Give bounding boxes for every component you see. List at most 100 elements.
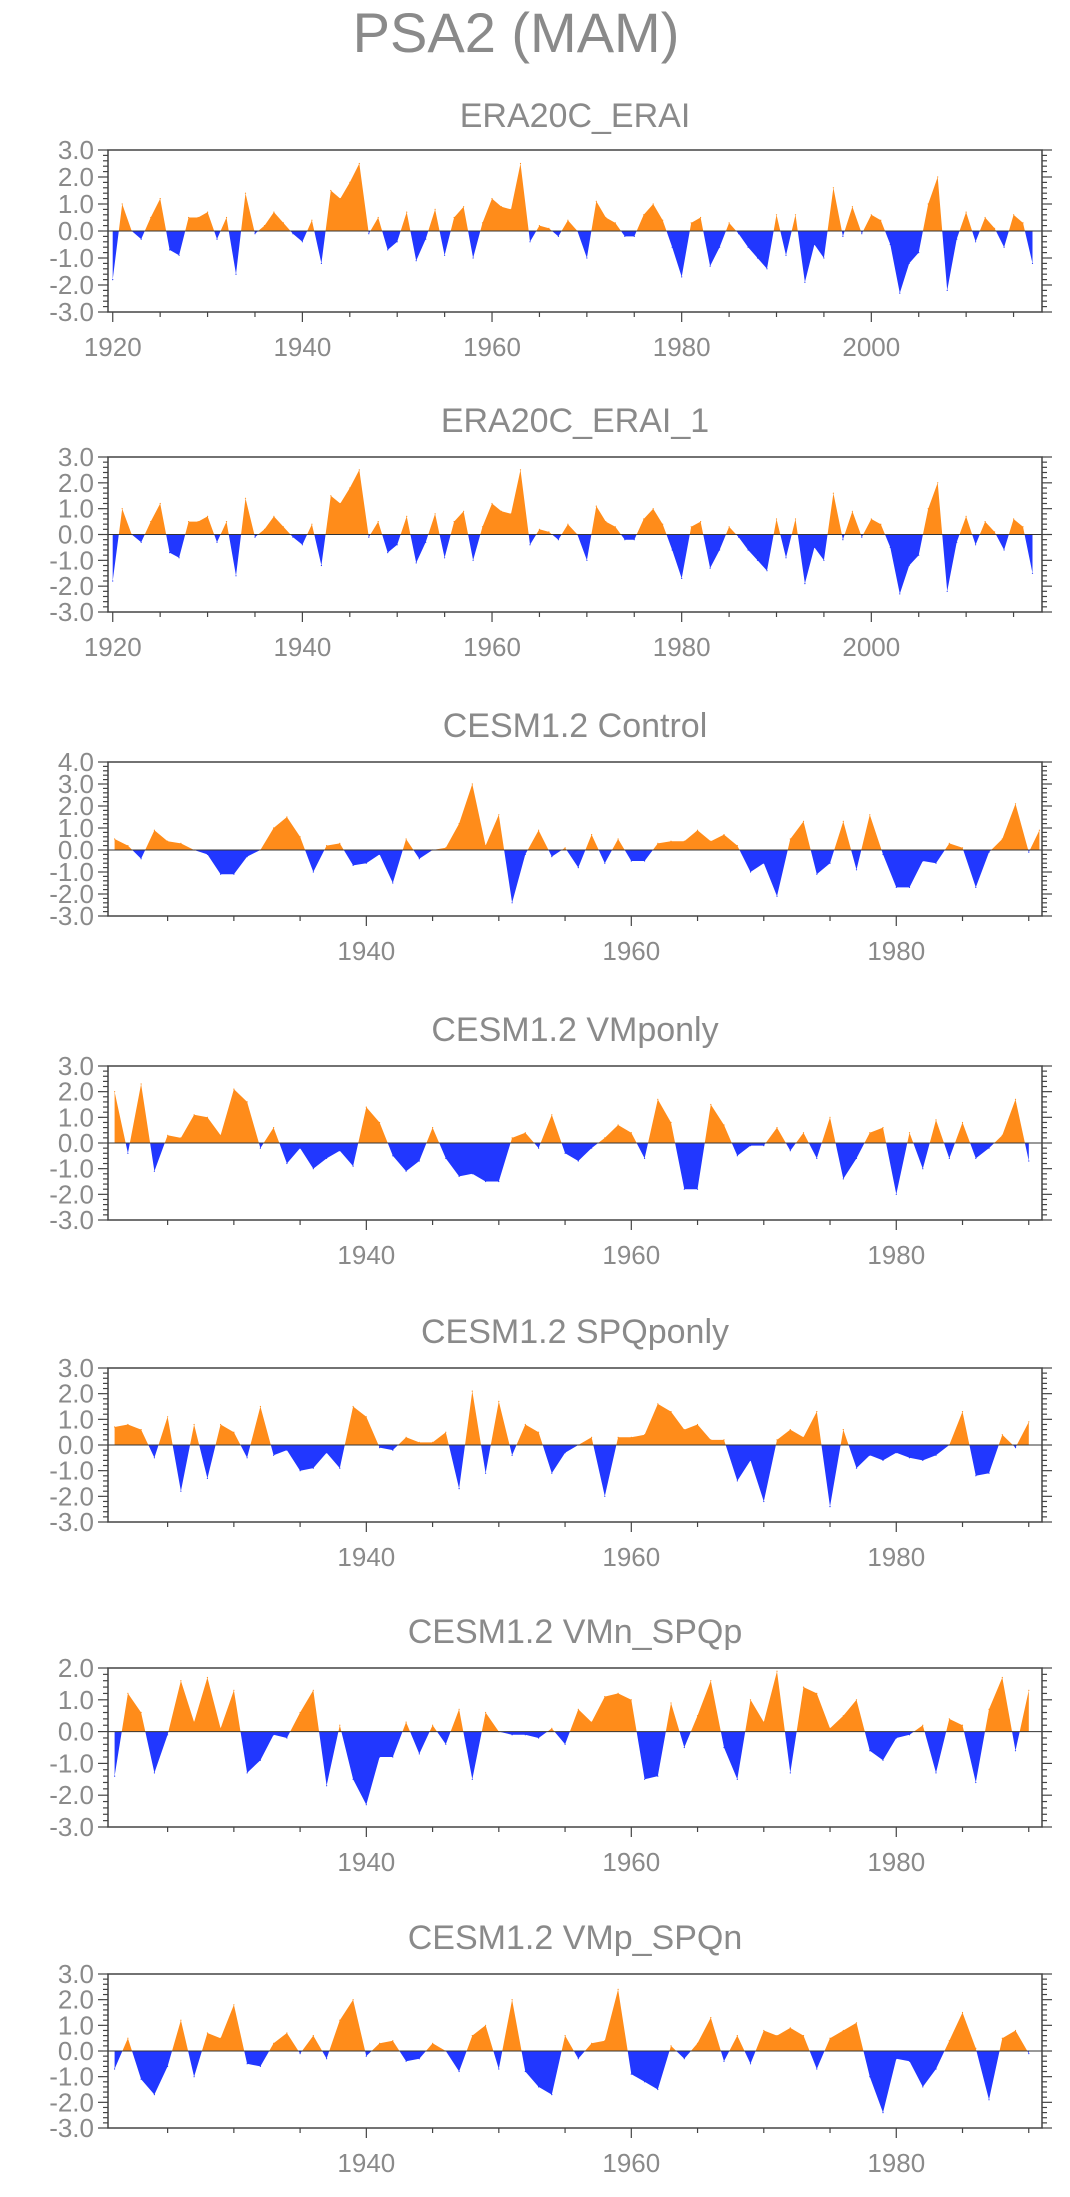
data-point bbox=[339, 198, 341, 200]
data-point bbox=[643, 518, 645, 520]
data-point bbox=[756, 559, 759, 561]
data-point bbox=[299, 2053, 301, 2055]
data-point bbox=[956, 541, 958, 543]
data-point bbox=[1014, 1750, 1017, 1752]
y-tick-label: -1.0 bbox=[49, 857, 94, 887]
data-point bbox=[728, 526, 730, 528]
data-point bbox=[988, 851, 990, 853]
data-point bbox=[763, 1145, 765, 1147]
data-point bbox=[591, 834, 593, 836]
data-point bbox=[922, 860, 924, 862]
y-tick-label: 0.0 bbox=[58, 835, 94, 865]
data-point bbox=[766, 268, 768, 270]
data-point bbox=[167, 840, 169, 842]
data-point bbox=[472, 257, 474, 259]
data-point bbox=[524, 1132, 526, 1134]
data-point bbox=[311, 219, 313, 221]
data-point bbox=[855, 1157, 858, 1159]
data-point bbox=[193, 1721, 195, 1723]
y-tick-label: 0.0 bbox=[58, 216, 94, 246]
data-point bbox=[286, 1737, 288, 1739]
data-point bbox=[415, 562, 417, 564]
data-point bbox=[670, 840, 672, 842]
data-point bbox=[899, 593, 901, 595]
y-tick-label: 2.0 bbox=[58, 791, 94, 821]
data-point bbox=[948, 842, 950, 845]
y-tick-label: 2.0 bbox=[58, 162, 94, 192]
data-point bbox=[510, 208, 512, 210]
data-point bbox=[975, 1781, 977, 1784]
panel-title: CESM1.2 SPQponly bbox=[421, 1313, 729, 1351]
data-point bbox=[802, 820, 805, 823]
data-point bbox=[988, 1708, 990, 1710]
data-point bbox=[861, 233, 863, 235]
data-point bbox=[662, 219, 664, 221]
data-point bbox=[379, 1121, 381, 1124]
data-point bbox=[244, 497, 247, 499]
data-point bbox=[604, 1696, 606, 1698]
data-point bbox=[657, 1098, 659, 1100]
data-point bbox=[832, 492, 835, 494]
data-point bbox=[121, 203, 123, 205]
data-point bbox=[263, 225, 266, 227]
data-point bbox=[432, 1441, 434, 1443]
data-point bbox=[776, 2035, 778, 2037]
data-point bbox=[723, 2060, 725, 2062]
data-point bbox=[789, 1150, 791, 1152]
data-point bbox=[365, 862, 367, 864]
data-point bbox=[842, 539, 844, 541]
data-point bbox=[842, 1715, 844, 1717]
data-point bbox=[617, 838, 619, 840]
data-point bbox=[736, 2035, 738, 2037]
data-point bbox=[749, 871, 752, 873]
data-point bbox=[723, 1439, 725, 1441]
data-point bbox=[829, 1506, 831, 1508]
data-point bbox=[842, 1429, 844, 1431]
data-point bbox=[700, 521, 702, 523]
x-tick-label: 1940 bbox=[273, 332, 331, 362]
data-point bbox=[365, 2055, 367, 2057]
data-point bbox=[538, 225, 541, 227]
data-point bbox=[696, 2042, 699, 2044]
data-point bbox=[524, 1734, 526, 1736]
data-point bbox=[889, 243, 891, 246]
data-point bbox=[975, 2047, 977, 2049]
data-point bbox=[644, 860, 646, 862]
data-point bbox=[681, 276, 683, 278]
data-point bbox=[548, 531, 550, 533]
data-point bbox=[339, 502, 341, 505]
data-point bbox=[869, 1454, 871, 1456]
data-point bbox=[895, 2058, 897, 2060]
data-point bbox=[206, 1477, 208, 1479]
data-point bbox=[254, 233, 256, 235]
data-point bbox=[595, 200, 597, 202]
data-point bbox=[710, 1103, 712, 1106]
data-point bbox=[169, 249, 171, 251]
data-point bbox=[1028, 851, 1030, 853]
data-point bbox=[802, 2035, 805, 2037]
data-point bbox=[127, 845, 129, 847]
data-point bbox=[927, 508, 929, 510]
data-point bbox=[657, 1775, 659, 1777]
data-point bbox=[776, 1439, 778, 1441]
data-point bbox=[169, 552, 171, 554]
data-point bbox=[670, 1702, 672, 1704]
data-point bbox=[832, 187, 835, 189]
data-point bbox=[326, 845, 328, 847]
data-point bbox=[813, 243, 816, 246]
data-point bbox=[445, 847, 447, 849]
data-point bbox=[529, 544, 531, 546]
data-point bbox=[529, 241, 531, 243]
data-point bbox=[406, 515, 408, 518]
y-tick-label: -2.0 bbox=[49, 571, 94, 601]
data-point bbox=[339, 1150, 341, 1152]
data-point bbox=[988, 2099, 990, 2101]
data-point bbox=[956, 238, 958, 240]
data-point bbox=[869, 1132, 871, 1134]
data-point bbox=[206, 2032, 208, 2034]
data-point bbox=[405, 838, 407, 840]
data-point bbox=[1014, 2029, 1017, 2032]
data-point bbox=[339, 1724, 341, 1726]
data-point bbox=[524, 1423, 526, 1426]
data-point bbox=[368, 233, 370, 235]
